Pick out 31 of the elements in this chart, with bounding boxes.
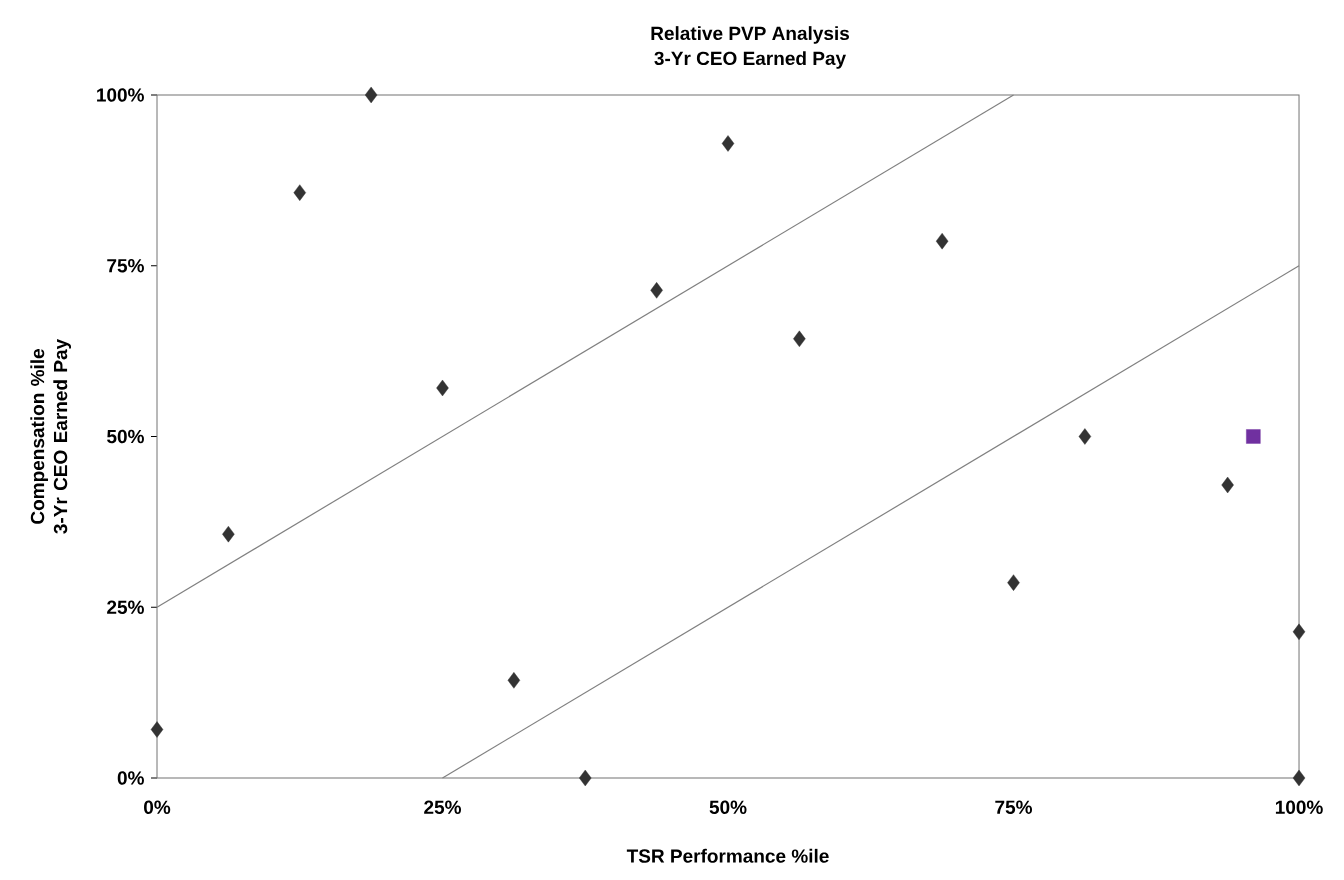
- y-tick-label: 100%: [97, 88, 144, 102]
- x-tick-label: 25%: [424, 800, 462, 814]
- point: [935, 232, 949, 250]
- point: [1246, 429, 1261, 444]
- x-tick-label: 0%: [144, 800, 171, 814]
- point: [1292, 769, 1306, 787]
- y-tick-label: 50%: [107, 429, 144, 444]
- x-tick-label: 50%: [709, 800, 747, 814]
- point: [507, 672, 521, 689]
- point: [1078, 428, 1092, 445]
- chart-subtitle: 3-Yr CEO Earned Pay: [654, 51, 846, 69]
- x-tick-label: 75%: [995, 800, 1033, 814]
- x-axis-title: TSR Performance %ile: [626, 848, 829, 863]
- point: [1007, 574, 1020, 591]
- y-tick-label: 75%: [107, 259, 144, 273]
- point: [293, 184, 306, 201]
- x-tick-label: 100%: [1275, 800, 1323, 814]
- point: [436, 379, 449, 397]
- point: [1292, 623, 1306, 641]
- point: [793, 330, 806, 348]
- point: [222, 525, 235, 543]
- point: [650, 282, 663, 299]
- point: [579, 769, 592, 787]
- y-tick-label: 0%: [117, 771, 144, 785]
- y-tick-label: 25%: [107, 600, 144, 614]
- chart-title: Relative PVP Analysis: [651, 26, 849, 44]
- point: [721, 135, 735, 152]
- y-axis-title: Compensation %ile 3-Yr CEO Earned Pay: [30, 338, 72, 534]
- point: [364, 86, 378, 104]
- point: [1221, 476, 1234, 494]
- point: [150, 721, 164, 738]
